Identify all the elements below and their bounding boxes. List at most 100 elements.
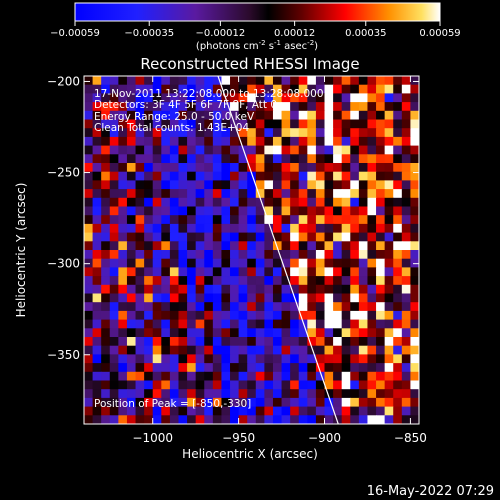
heatmap-cell xyxy=(307,371,317,382)
heatmap-cell xyxy=(135,136,145,147)
heatmap-cell xyxy=(315,206,326,216)
heatmap-cell xyxy=(204,128,214,138)
heatmap-cell xyxy=(324,337,334,347)
heatmap-cell xyxy=(315,293,326,303)
heatmap-cell xyxy=(376,302,386,312)
heatmap-cell xyxy=(118,310,128,321)
heatmap-cell xyxy=(367,136,377,147)
heatmap-cell xyxy=(272,371,283,382)
heatmap-cell xyxy=(290,328,300,338)
heatmap-cell xyxy=(255,76,265,86)
heatmap-cell xyxy=(367,180,377,190)
heatmap-cell xyxy=(290,319,300,329)
heatmap-cell xyxy=(169,180,180,190)
heatmap-cell xyxy=(393,415,403,424)
heatmap-cell xyxy=(410,154,419,164)
heatmap-cell xyxy=(195,363,205,373)
heatmap-cell xyxy=(367,76,377,86)
heatmap-cell xyxy=(324,128,334,138)
heatmap-cell xyxy=(101,267,111,277)
heatmap-cell xyxy=(169,241,180,251)
heatmap-cell xyxy=(341,267,351,277)
heatmap-cell xyxy=(126,163,137,173)
heatmap-cell xyxy=(315,258,326,268)
heatmap-cell xyxy=(126,232,137,242)
heatmap-cell xyxy=(341,136,351,147)
heatmap-cell xyxy=(290,119,300,129)
heatmap-cell xyxy=(238,84,248,94)
heatmap-cell xyxy=(195,163,205,173)
heatmap-cell xyxy=(255,189,265,199)
heatmap-cell xyxy=(152,293,162,303)
heatmap-cell xyxy=(169,319,180,329)
heatmap-cell xyxy=(178,136,188,147)
heatmap-cell xyxy=(393,337,403,347)
heatmap-cell xyxy=(101,110,111,121)
heatmap-cell xyxy=(238,163,248,173)
heatmap-cell xyxy=(152,102,162,112)
heatmap-cell xyxy=(350,128,360,138)
heatmap-cell xyxy=(307,276,317,286)
heatmap-cell xyxy=(341,76,351,86)
heatmap-cell xyxy=(367,328,377,338)
heatmap-cell xyxy=(376,284,386,295)
heatmap-cell xyxy=(298,258,308,268)
heatmap-cell xyxy=(264,337,274,347)
heatmap-cell xyxy=(161,102,171,112)
heatmap-cell xyxy=(272,128,283,138)
heatmap-cell xyxy=(92,354,102,364)
heatmap-cell xyxy=(290,84,300,94)
heatmap-cell xyxy=(230,363,240,373)
heatmap-cell xyxy=(135,171,145,181)
heatmap-cell xyxy=(358,110,369,121)
heatmap-cell xyxy=(109,84,119,94)
heatmap-cell xyxy=(341,397,351,408)
heatmap-cell xyxy=(264,128,274,138)
heatmap-cell xyxy=(350,293,360,303)
heatmap-cell xyxy=(204,267,214,277)
heatmap-cell xyxy=(247,415,257,424)
heatmap-cell xyxy=(178,84,188,94)
annotation-detectors: Detectors: 3F 4F 5F 6F 7F 8F, Att 0 xyxy=(94,99,277,111)
heatmap-cell xyxy=(410,163,419,173)
heatmap-cell xyxy=(290,415,300,424)
heatmap-cell xyxy=(204,215,214,225)
heatmap-cell xyxy=(376,136,386,147)
heatmap-cell xyxy=(169,276,180,286)
heatmap-cell xyxy=(290,154,300,164)
heatmap-cell xyxy=(255,380,265,390)
heatmap-cell xyxy=(272,293,283,303)
heatmap-cell xyxy=(92,345,102,355)
heatmap-cell xyxy=(358,415,369,424)
heatmap-cell xyxy=(212,136,223,147)
heatmap-cell xyxy=(212,241,223,251)
heatmap-cell xyxy=(118,389,128,399)
heatmap-cell xyxy=(247,215,257,225)
heatmap-cell xyxy=(350,380,360,390)
heatmap-cell xyxy=(315,380,326,390)
heatmap-cell xyxy=(401,258,412,268)
heatmap-cell xyxy=(350,406,360,416)
heatmap-cell xyxy=(410,328,419,338)
heatmap-cell xyxy=(92,110,102,121)
heatmap-cell xyxy=(187,284,197,295)
heatmap-cell xyxy=(169,84,180,94)
heatmap-cell xyxy=(195,328,205,338)
heatmap-cell xyxy=(255,258,265,268)
heatmap-cell xyxy=(221,197,231,208)
heatmap-cell xyxy=(152,189,162,199)
heatmap-cell xyxy=(169,345,180,355)
heatmap-cell xyxy=(376,328,386,338)
heatmap-cell xyxy=(333,276,343,286)
heatmap-cell xyxy=(178,215,188,225)
heatmap-cell xyxy=(101,232,111,242)
heatmap-cell xyxy=(255,136,265,147)
heatmap-cell xyxy=(290,189,300,199)
heatmap-cell xyxy=(376,406,386,416)
heatmap-cell xyxy=(358,223,369,234)
heatmap-cell xyxy=(135,319,145,329)
heatmap-cell xyxy=(264,371,274,382)
heatmap-cell xyxy=(238,189,248,199)
heatmap-cell xyxy=(384,302,394,312)
heatmap-cell xyxy=(358,128,369,138)
